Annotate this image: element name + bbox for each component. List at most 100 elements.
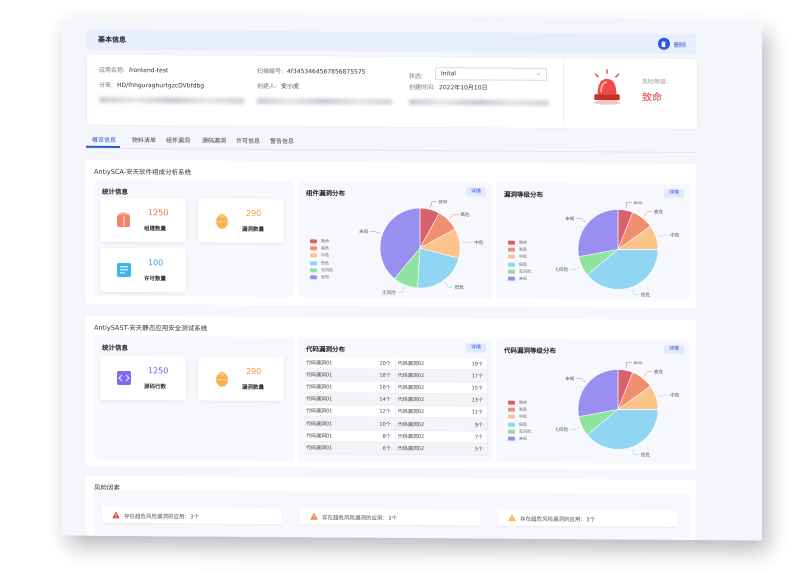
pie-label: 低危 [455,284,465,291]
tab-warnings[interactable]: 警告信息 [270,138,295,146]
table-row: 代码漏洞01 6个 代码漏洞02 5个 [304,441,488,455]
risk-item-text: 存在超危风险漏洞的应用：3个 [322,515,398,522]
code-level-chart-title: 代码漏洞等级分布 [504,346,556,356]
pie-slice[interactable] [586,409,659,450]
basic-info-panel: 应用名称: frontend-test 扫描编号: 4f34534645678568… [86,53,698,130]
legend-label: 无风险 [519,268,531,274]
component-chart-title: 组件漏洞分布 [306,189,345,198]
tab-overview[interactable]: 概览信息 [92,136,117,144]
cell-count: 11个 [453,406,488,419]
warning-icon [310,512,318,520]
pie-slice[interactable] [379,207,421,280]
redacted-text [257,97,392,105]
cell-name: 代码漏洞02 [395,381,454,395]
legend-swatch [508,422,515,427]
tab-bar: 概览信息 物料清单 组件漏洞 源码漏洞 许可信息 警告信息 [86,131,696,153]
chevron-down-icon: ⌄ [535,69,541,77]
stat-value: 290 [246,208,262,218]
pie-slice[interactable] [577,209,619,258]
pie-label: 低危 [641,451,651,458]
component-vuln-chart-panel: 组件漏洞分布 详情 致命 高危 中危 低危 无风险 未知 致命 高危 中危 低危 无风险 未知 [298,181,492,299]
sast-section-title: AntiySAST-安天静态应用安全测试系统 [94,323,208,333]
sast-stats-panel: 统计信息 1250 源码行数 290 漏洞数量 [94,335,294,462]
creator-label: 创建人: [257,82,278,91]
legend-swatch [508,400,515,405]
pie-label-line [569,266,581,270]
pie-slice[interactable] [417,247,460,289]
level-chart-title: 漏洞等级分布 [504,190,543,199]
detail-button[interactable]: 详情 [664,188,684,198]
pie-label: 中危 [670,392,680,399]
warning-icon [508,514,516,522]
pie-label-line [657,394,669,397]
sca-stats-panel: 统计信息 1250 组建数量 290 漏洞数量 100 许可数量 [94,179,294,298]
pie-label-line [369,231,381,234]
risk-factors-panel: 存在超危风险漏洞的应用：3个 存在超危风险漏洞的应用：3个 存在超危风险漏洞的应… [94,489,690,540]
legend-swatch [310,275,317,280]
pie-label-line [397,286,405,293]
legend-label: 中危 [321,252,329,258]
package-icon [117,211,131,228]
tab-bom[interactable]: 物料清单 [132,137,157,145]
active-tab-indicator [86,145,120,148]
delete-button[interactable]: 删除 [657,37,686,51]
risk-level-label: 风险等级: [642,78,669,86]
cell-name: 代码漏洞02 [395,417,454,431]
license-icon [117,262,131,278]
tab-source-vulns[interactable]: 源码漏洞 [202,137,227,145]
pie-slice[interactable] [577,369,619,418]
warning-icon [112,511,120,519]
risk-item[interactable]: 存在超危风险漏洞的应用：3个 [300,508,480,526]
risk-item[interactable]: 存在超危风险漏洞的应用：3个 [498,509,678,527]
legend-label: 无风险 [321,267,333,273]
stat-source-lines: 1250 源码行数 [100,355,186,401]
tab-license[interactable]: 许可信息 [236,137,261,145]
risk-level-value: 致命 [642,92,662,104]
stat-label: 组建数量 [144,226,167,233]
detail-button[interactable]: 详情 [466,343,486,353]
legend-label: 未知 [519,435,527,441]
legend-item[interactable]: 未知 [508,275,531,282]
detail-button[interactable]: 详情 [466,187,486,197]
cell-count: 12个 [361,405,396,418]
cell-name: 代码漏洞02 [395,357,454,370]
pie-label: 未知 [565,215,575,222]
vuln-level-chart-panel: 漏洞等级分布 详情 致命 高危 中危 低危 无风险 未知 致命 高危 中危 低危 无风险 未知 [496,182,690,300]
pie-label-line [657,234,669,237]
pie-slice[interactable] [586,249,659,290]
bug-icon [216,371,228,387]
stat-vuln-count: 290 漏洞数量 [198,198,284,244]
legend-swatch [508,429,515,434]
pie-label: 未知 [359,228,369,235]
stat-label: 源码行数 [144,384,167,391]
pie-label-line [569,426,581,430]
legend-item[interactable]: 未知 [310,274,333,281]
pie-label-line [625,362,632,369]
chart-legend: 致命 高危 中危 低危 无风险 未知 [508,239,531,283]
risk-item[interactable]: 存在超危风险漏洞的应用：3个 [102,506,282,525]
cell-name: 代码漏洞02 [395,369,454,382]
stat-value: 1250 [148,366,169,376]
status-select[interactable]: Inital ⌄ [435,67,547,81]
bug-icon [216,213,228,229]
legend-label: 中危 [519,413,527,420]
risk-factors-section: 风险因素 存在超危风险漏洞的应用：3个 存在超危风险漏洞的应用：3个 存在超危风… [86,475,696,540]
pie-label: 致命 [633,361,643,366]
stat-value: 1250 [148,208,169,218]
code-table-title: 代码漏洞分布 [306,345,345,354]
cell-count: 14个 [361,393,396,406]
stat-value: 290 [246,366,262,376]
legend-label: 致命 [519,399,527,405]
pie-label: 高危 [460,211,470,218]
detail-button[interactable]: 详情 [664,344,684,354]
tab-component-vulns[interactable]: 组件漏洞 [166,137,191,145]
legend-item[interactable]: 未知 [508,435,531,442]
status-select-value: Inital [441,70,456,78]
scan-id-value: 4f3453464567856875575 [287,68,366,76]
legend-label: 高危 [321,245,329,251]
branch-value: HD/fhhguraghurtgzcDVbfdbg [117,81,205,90]
legend-label: 低危 [519,421,527,427]
pie-label: 中危 [474,239,484,246]
